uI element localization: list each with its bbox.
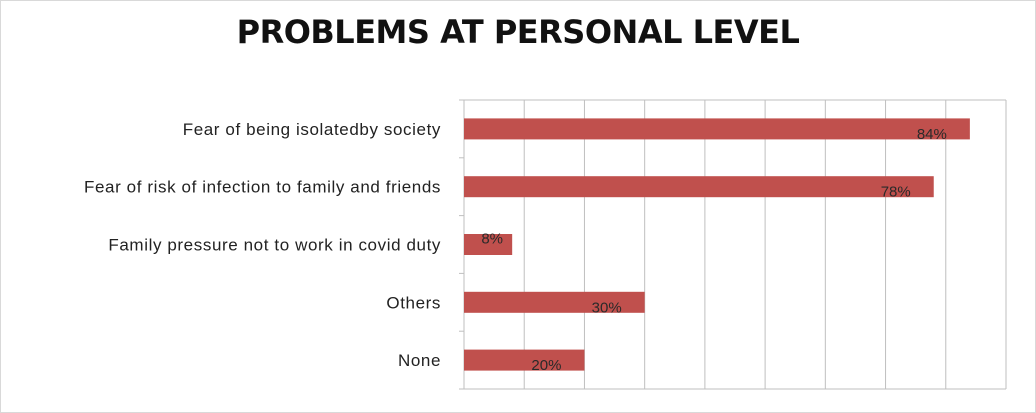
category-label: Fear of being isolatedby society (183, 120, 441, 139)
data-label: 78% (881, 184, 911, 201)
bars (464, 118, 970, 371)
category-label: Others (386, 293, 441, 312)
category-label: Fear of risk of infection to family and … (84, 178, 441, 197)
gridlines (459, 99, 1007, 390)
data-label: 30% (592, 299, 622, 316)
bar-5 (464, 349, 585, 371)
bar-3 (464, 234, 513, 255)
data-label: 84% (917, 126, 947, 143)
bar-1 (464, 118, 970, 140)
category-labels: Fear of being isolatedby society Fear of … (84, 120, 441, 370)
bar-2 (464, 176, 934, 198)
chart-title: PROBLEMS AT PERSONAL LEVEL (236, 13, 800, 51)
data-label: 20% (531, 357, 561, 374)
bar-4 (464, 291, 645, 313)
data-labels: 84% 78% 8% 30% 20% (481, 126, 947, 374)
data-label: 8% (481, 231, 503, 248)
category-label: Family pressure not to work in covid dut… (108, 236, 441, 255)
category-label: None (398, 351, 441, 370)
